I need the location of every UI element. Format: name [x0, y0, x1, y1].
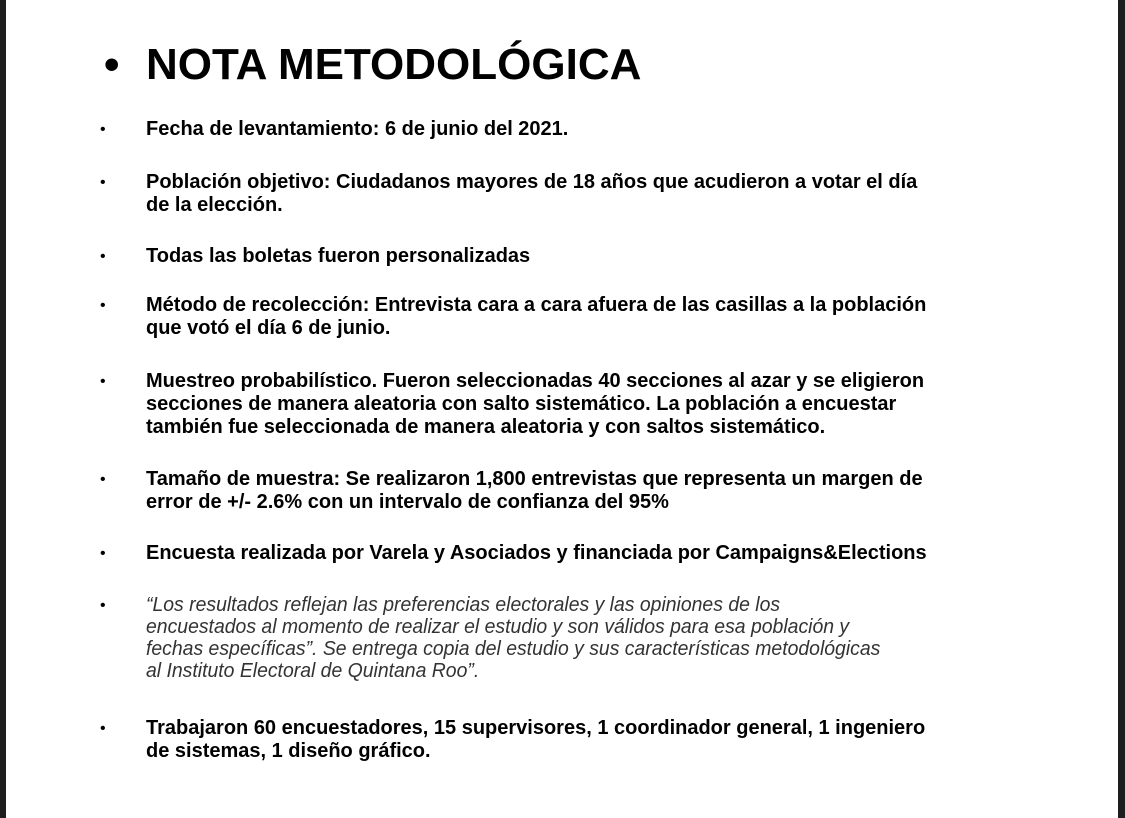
text-line: Tamaño de muestra: Se realizaron 1,800 e… — [146, 468, 923, 490]
bullet: • — [100, 248, 106, 265]
text-line: fechas específicas”. Se entrega copia de… — [146, 638, 881, 660]
bullet: • — [100, 174, 106, 191]
bullet: • — [100, 373, 106, 390]
title-text: NOTA METODOLÓGICA — [146, 40, 642, 89]
text-line: Fecha de levantamiento: 6 de junio del 2… — [146, 118, 569, 140]
list-item: • Trabajaron 60 encuestadores, 15 supervi… — [100, 717, 925, 763]
bullet: • — [100, 121, 106, 138]
disclaimer-item: • “Los resultados reflejan las preferenci… — [100, 594, 903, 682]
item-text: Muestreo probabilístico. Fueron seleccio… — [146, 370, 924, 439]
title-bullet: • — [104, 40, 120, 89]
list-item: • Muestreo probabilístico. Fueron selecci… — [100, 370, 924, 439]
text-line: Muestreo probabilístico. Fueron seleccio… — [146, 370, 925, 392]
item-text: Todas las boletas fueron personalizadas — [146, 245, 530, 268]
text-line: también fue seleccionada de manera aleat… — [146, 416, 826, 438]
bullet: • — [100, 297, 106, 314]
list-item: • Encuesta realizada por Varela y Asociad… — [100, 542, 927, 565]
item-text: Fecha de levantamiento: 6 de junio del 2… — [146, 118, 568, 141]
bullet: • — [100, 471, 106, 488]
text-line: secciones de manera aleatoria con salto … — [146, 393, 897, 415]
text-line: encuestados al momento de realizar el es… — [146, 616, 850, 638]
text-line: al Instituto Electoral de Quintana Roo”. — [146, 660, 480, 682]
page-title: • NOTA METODOLÓGICA — [104, 40, 641, 90]
text-line: de sistemas, 1 diseño gráfico. — [146, 740, 431, 762]
item-text: Encuesta realizada por Varela y Asociado… — [146, 542, 927, 565]
text-line: error de +/- 2.6% con un intervalo de co… — [146, 491, 669, 513]
text-line: de la elección. — [146, 194, 283, 216]
bullet: • — [100, 545, 106, 562]
text-line: Método de recolección: Entrevista cara a… — [146, 294, 927, 316]
list-item: • Población objetivo: Ciudadanos mayores … — [100, 171, 917, 217]
list-item: • Tamaño de muestra: Se realizaron 1,800 … — [100, 468, 923, 514]
list-item: • Todas las boletas fueron personalizadas — [100, 245, 530, 268]
text-line: Encuesta realizada por Varela y Asociado… — [146, 542, 927, 564]
text-line: que votó el día 6 de junio. — [146, 317, 391, 339]
item-text: Tamaño de muestra: Se realizaron 1,800 e… — [146, 468, 923, 514]
item-text: “Los resultados reflejan las preferencia… — [146, 594, 880, 682]
bullet: • — [100, 720, 106, 737]
list-item: • Fecha de levantamiento: 6 de junio del … — [100, 118, 568, 141]
text-line: Población objetivo: Ciudadanos mayores d… — [146, 171, 918, 193]
text-line: Todas las boletas fueron personalizadas — [146, 245, 531, 267]
right-border — [1118, 0, 1125, 818]
text-line: Trabajaron 60 encuestadores, 15 supervis… — [146, 717, 926, 739]
item-text: Población objetivo: Ciudadanos mayores d… — [146, 171, 917, 217]
bullet: • — [100, 597, 106, 614]
item-text: Trabajaron 60 encuestadores, 15 supervis… — [146, 717, 925, 763]
list-item: • Método de recolección: Entrevista cara … — [100, 294, 926, 340]
left-border — [0, 0, 6, 818]
item-text: Método de recolección: Entrevista cara a… — [146, 294, 926, 340]
text-line: “Los resultados reflejan las preferencia… — [146, 594, 781, 616]
